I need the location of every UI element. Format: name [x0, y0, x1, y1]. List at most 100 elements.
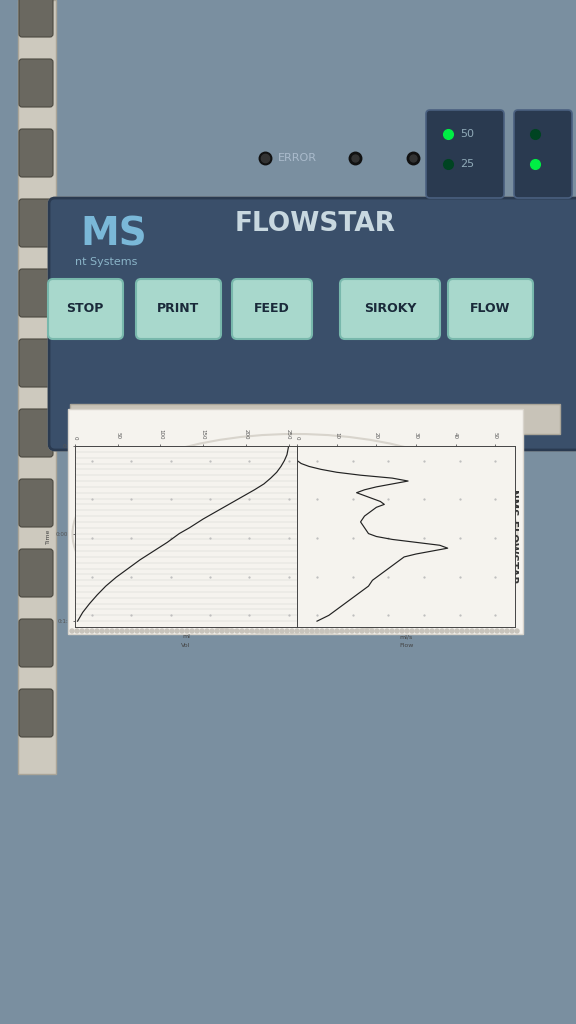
FancyBboxPatch shape — [18, 0, 56, 774]
Circle shape — [215, 629, 219, 633]
Circle shape — [275, 629, 279, 633]
Circle shape — [235, 629, 239, 633]
FancyBboxPatch shape — [19, 479, 53, 527]
FancyBboxPatch shape — [49, 198, 576, 450]
Text: FLOWSTAR: FLOWSTAR — [235, 211, 396, 237]
Circle shape — [515, 629, 519, 633]
Circle shape — [430, 629, 434, 633]
Circle shape — [420, 629, 424, 633]
Circle shape — [295, 629, 299, 633]
Text: nt Systems: nt Systems — [75, 257, 137, 267]
Circle shape — [340, 629, 344, 633]
Circle shape — [435, 629, 439, 633]
FancyBboxPatch shape — [19, 689, 53, 737]
Circle shape — [305, 629, 309, 633]
FancyBboxPatch shape — [70, 404, 560, 434]
Text: ml/s: ml/s — [400, 634, 413, 639]
Circle shape — [400, 629, 404, 633]
Circle shape — [480, 629, 484, 633]
Circle shape — [310, 629, 314, 633]
Circle shape — [205, 629, 209, 633]
Circle shape — [395, 629, 399, 633]
Circle shape — [200, 629, 204, 633]
Circle shape — [90, 629, 94, 633]
Circle shape — [225, 629, 229, 633]
Circle shape — [505, 629, 509, 633]
Circle shape — [465, 629, 469, 633]
FancyBboxPatch shape — [49, 198, 576, 450]
FancyBboxPatch shape — [48, 279, 123, 339]
Circle shape — [440, 629, 444, 633]
Circle shape — [230, 629, 234, 633]
Circle shape — [290, 629, 294, 633]
Text: SIROKY: SIROKY — [364, 302, 416, 315]
Circle shape — [140, 629, 144, 633]
Circle shape — [110, 629, 114, 633]
Circle shape — [250, 629, 254, 633]
Circle shape — [405, 629, 409, 633]
Circle shape — [145, 629, 149, 633]
Circle shape — [245, 629, 249, 633]
Circle shape — [415, 629, 419, 633]
Circle shape — [495, 629, 499, 633]
Circle shape — [165, 629, 169, 633]
Circle shape — [150, 629, 154, 633]
Ellipse shape — [105, 449, 485, 579]
Circle shape — [210, 629, 214, 633]
Text: ERROR: ERROR — [278, 153, 317, 163]
Text: 25: 25 — [460, 159, 474, 169]
Circle shape — [410, 629, 414, 633]
Circle shape — [490, 629, 494, 633]
FancyBboxPatch shape — [19, 409, 53, 457]
FancyBboxPatch shape — [19, 269, 53, 317]
FancyBboxPatch shape — [19, 199, 53, 247]
Circle shape — [175, 629, 179, 633]
Circle shape — [360, 629, 364, 633]
Circle shape — [270, 629, 274, 633]
Circle shape — [325, 629, 329, 633]
Ellipse shape — [73, 434, 517, 634]
Circle shape — [265, 629, 269, 633]
Circle shape — [475, 629, 479, 633]
Circle shape — [315, 629, 319, 633]
Circle shape — [335, 629, 339, 633]
Circle shape — [130, 629, 134, 633]
Circle shape — [100, 629, 104, 633]
Circle shape — [220, 629, 224, 633]
Circle shape — [190, 629, 194, 633]
Text: Software version: 1.17 07/09/2011: Software version: 1.17 07/09/2011 — [168, 471, 333, 480]
Circle shape — [85, 629, 89, 633]
Circle shape — [500, 629, 504, 633]
Circle shape — [390, 629, 394, 633]
Circle shape — [185, 629, 189, 633]
Circle shape — [120, 629, 124, 633]
Text: FEED: FEED — [254, 302, 290, 315]
FancyBboxPatch shape — [68, 409, 523, 634]
FancyBboxPatch shape — [19, 618, 53, 667]
Circle shape — [260, 629, 264, 633]
Circle shape — [80, 629, 84, 633]
Text: FLOW: FLOW — [470, 302, 510, 315]
Circle shape — [285, 629, 289, 633]
FancyBboxPatch shape — [19, 339, 53, 387]
Text: 50: 50 — [460, 129, 474, 139]
Circle shape — [370, 629, 374, 633]
Circle shape — [375, 629, 379, 633]
FancyBboxPatch shape — [19, 59, 53, 106]
Circle shape — [135, 629, 139, 633]
FancyBboxPatch shape — [19, 549, 53, 597]
FancyBboxPatch shape — [514, 110, 572, 198]
Circle shape — [180, 629, 184, 633]
FancyBboxPatch shape — [19, 129, 53, 177]
Circle shape — [280, 629, 284, 633]
Circle shape — [170, 629, 174, 633]
Circle shape — [485, 629, 489, 633]
FancyBboxPatch shape — [340, 279, 440, 339]
Circle shape — [155, 629, 159, 633]
FancyBboxPatch shape — [136, 279, 221, 339]
Text: PRINT: PRINT — [157, 302, 199, 315]
Circle shape — [95, 629, 99, 633]
Text: Flow: Flow — [399, 643, 414, 648]
Circle shape — [350, 629, 354, 633]
Circle shape — [70, 629, 74, 633]
